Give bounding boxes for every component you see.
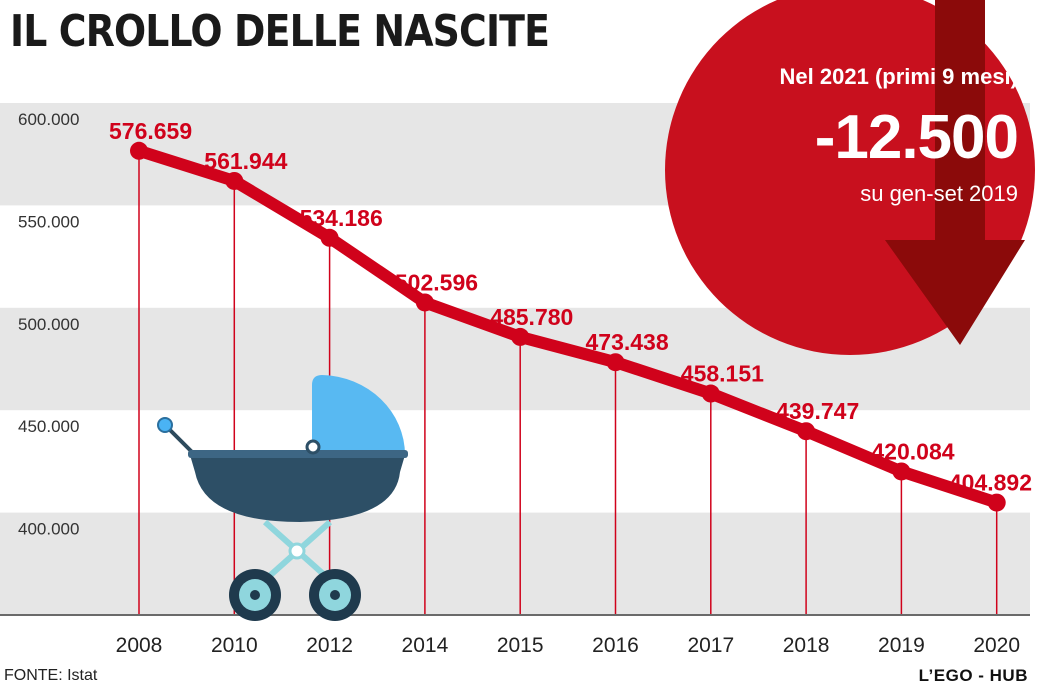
x-tick-label: 2018: [783, 634, 830, 657]
data-point: [797, 422, 816, 441]
data-label: 485.780: [490, 304, 573, 330]
credit-note: L’EGO - HUB: [918, 666, 1028, 685]
callout-comparison: su gen-set 2019: [860, 181, 1018, 206]
page-title: IL CROLLO DELLE NASCITE: [10, 6, 550, 57]
x-tick-label: 2017: [687, 634, 734, 657]
data-label: 561.944: [204, 148, 287, 174]
data-point: [892, 462, 911, 481]
y-tick-label: 600.000: [18, 110, 79, 129]
data-labels: 576.659 561.944 534.186 502.596 485.780 473.4…: [109, 118, 1032, 496]
x-tick-label: 2014: [402, 634, 449, 657]
x-axis-tick-labels: 2008 2010 2012 2014 2015 2016 2017 2018 2019 2020: [116, 634, 1020, 657]
data-points: [130, 141, 1006, 512]
x-tick-label: 2020: [973, 634, 1020, 657]
data-label: 576.659: [109, 118, 192, 144]
down-arrow-icon: [885, 0, 1025, 345]
data-point: [987, 493, 1006, 512]
data-label: 439.747: [776, 398, 859, 424]
data-label: 473.438: [586, 329, 669, 355]
data-point: [130, 141, 148, 160]
y-tick-label: 550.000: [18, 212, 79, 231]
data-label: 420.084: [871, 438, 954, 464]
data-label: 458.151: [681, 361, 764, 387]
births-line: [133, 144, 1003, 509]
data-label: 502.596: [395, 269, 478, 295]
data-point: [511, 327, 530, 346]
y-tick-label: 500.000: [18, 315, 79, 334]
y-tick-label: 450.000: [18, 417, 79, 436]
data-point: [701, 384, 720, 403]
data-label: 534.186: [300, 205, 383, 231]
x-tick-label: 2019: [878, 634, 925, 657]
data-point: [415, 293, 434, 312]
callout-value: -12.500: [814, 103, 1019, 172]
x-tick-label: 2012: [306, 634, 353, 657]
x-tick-label: 2008: [116, 634, 163, 657]
y-tick-label: 400.000: [18, 520, 79, 539]
data-label: 404.892: [949, 470, 1032, 496]
grid-band: [0, 512, 1030, 615]
x-tick-label: 2016: [592, 634, 639, 657]
drop-lines: [138, 150, 998, 615]
data-point: [225, 171, 244, 190]
x-tick-label: 2015: [497, 634, 544, 657]
stroller-icon: [157, 375, 408, 621]
y-axis-tick-labels: 400.000 450.000 500.000 550.000 600.000: [18, 110, 79, 539]
x-tick-label: 2010: [211, 634, 258, 657]
data-point: [320, 228, 339, 247]
callout-period: Nel 2021 (primi 9 mesi): [779, 64, 1018, 89]
source-note: FONTE: Istat: [4, 667, 98, 684]
data-point: [606, 353, 625, 372]
